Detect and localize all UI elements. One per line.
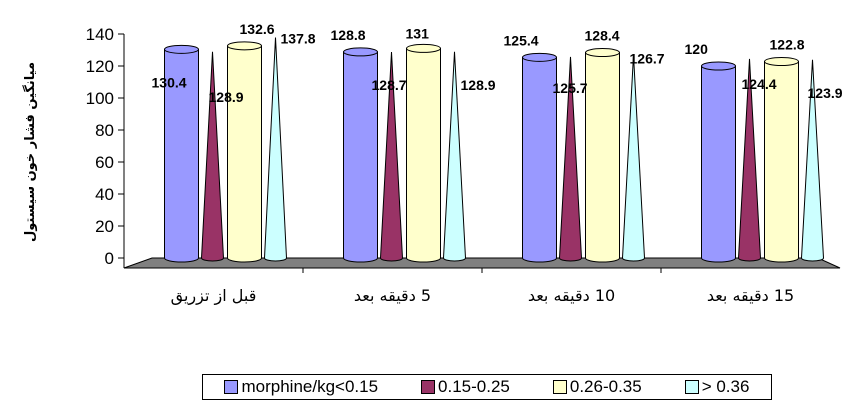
legend-label: > 0.36 [701,377,750,396]
legend-swatch [224,380,239,394]
data-label: 125.7 [553,80,588,96]
bar-cone [200,51,225,262]
y-axis-ticks: 0 20 40 60 80 100 120 140 [86,25,124,268]
bar-body [737,58,762,262]
bar-cone [800,59,825,262]
y-tick-label: 60 [95,153,114,172]
bar-body [227,45,262,263]
bar-top [406,43,441,53]
bar-body [701,65,736,263]
legend-swatch [684,380,699,394]
bar-cone [621,55,646,262]
bar-body [379,52,404,262]
bar-body [585,52,620,263]
bar-top [764,57,799,67]
legend-swatch [421,380,436,394]
data-labels: 130.4 128.9 132.6 137.8 128.8 128.7 131 128.9 12… [152,21,843,105]
bar-top [343,47,378,57]
y-tick-label: 0 [105,249,114,268]
y-axis-label: میانگین فشار خون سیستول [22,62,38,242]
data-label: 128.9 [209,89,244,105]
bar-cone [263,37,288,262]
bar-body [621,55,646,262]
bars-group [164,37,825,263]
bar-body [442,51,467,262]
legend-item: 0.15-0.25 [421,377,510,397]
bar-cylinder [522,52,557,263]
bar-cone [558,56,583,262]
y-tick-label: 140 [86,25,114,44]
bar-cylinder [701,61,736,263]
legend-item: morphine/kg<0.15 [224,377,378,397]
data-label: 128.7 [372,77,407,93]
legend-label: 0.26-0.35 [569,377,642,396]
bar-body [406,47,441,263]
legend-label: morphine/kg<0.15 [241,377,379,396]
y-tick-label: 80 [95,121,114,140]
data-label: 128.4 [585,28,620,44]
data-label: 120 [685,41,709,57]
bar-top [227,41,262,51]
bar-cylinder [164,44,199,263]
legend-swatch [552,380,567,394]
bar-body [558,56,583,262]
data-label: 130.4 [152,74,187,90]
y-tick-label: 100 [86,89,114,108]
category-label: 15 دقیقه بعد [707,286,794,305]
y-tick-label: 120 [86,57,114,76]
bar-cylinder [764,57,799,263]
y-tick-label: 20 [95,217,114,236]
bar-top [522,52,557,62]
data-label: 123.9 [808,85,843,101]
bar-cone [737,58,762,262]
data-label: 126.7 [630,50,665,66]
category-labels: قبل از تزریق 5 دقیقه بعد 10 دقیقه بعد 15 دق… [171,268,794,306]
bar-body [263,37,288,262]
y-tick-label: 40 [95,185,114,204]
bar-cylinder [343,47,378,263]
bar-cylinder [227,41,262,263]
category-label: 10 دقیقه بعد [528,286,615,305]
bar-top [701,61,736,71]
bar-body [200,51,225,262]
data-label: 132.6 [240,21,275,37]
data-label: 131 [406,25,430,41]
data-label: 137.8 [281,31,316,47]
bar-top [585,48,620,58]
bar-cylinder [585,48,620,263]
bar-body [800,59,825,262]
category-label: قبل از تزریق [171,286,257,306]
legend: morphine/kg<0.15 0.15-0.25 0.26-0.35 > 0.36 [202,374,772,400]
legend-item: > 0.36 [684,377,750,397]
legend-item: 0.26-0.35 [552,377,642,397]
legend-label: 0.15-0.25 [438,377,510,396]
bar-body [343,51,378,263]
bar-cone [379,52,404,262]
bar-body [164,48,199,263]
data-label: 128.9 [461,77,496,93]
bar-body [522,56,557,263]
bar-cone [442,51,467,262]
bar-body [764,61,799,263]
data-label: 124.4 [742,76,777,92]
data-label: 128.8 [331,27,366,43]
data-label: 122.8 [770,37,805,53]
category-label: 5 دقیقه بعد [354,286,431,305]
data-label: 125.4 [504,32,539,48]
bar-top [164,44,199,54]
bar-cylinder [406,43,441,263]
